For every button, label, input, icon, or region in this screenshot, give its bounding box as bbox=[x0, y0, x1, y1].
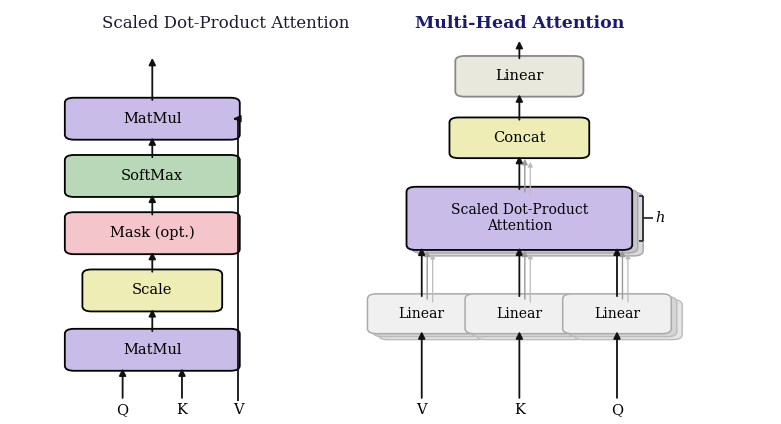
FancyBboxPatch shape bbox=[65, 98, 240, 140]
Text: Scaled Dot-Product
Attention: Scaled Dot-Product Attention bbox=[451, 203, 588, 234]
Text: Linear: Linear bbox=[495, 69, 544, 84]
FancyBboxPatch shape bbox=[65, 212, 240, 254]
FancyBboxPatch shape bbox=[562, 294, 671, 334]
Text: Q: Q bbox=[611, 403, 623, 417]
Text: Linear: Linear bbox=[496, 307, 543, 321]
Text: Mask (opt.): Mask (opt.) bbox=[110, 226, 194, 240]
FancyBboxPatch shape bbox=[379, 300, 487, 340]
Text: Scaled Dot-Product Attention: Scaled Dot-Product Attention bbox=[102, 15, 349, 32]
Text: K: K bbox=[177, 403, 187, 417]
FancyBboxPatch shape bbox=[368, 294, 476, 334]
FancyBboxPatch shape bbox=[450, 117, 589, 158]
Text: Linear: Linear bbox=[398, 307, 445, 321]
FancyBboxPatch shape bbox=[455, 56, 583, 97]
FancyBboxPatch shape bbox=[83, 270, 222, 311]
FancyBboxPatch shape bbox=[417, 192, 644, 256]
Text: Scale: Scale bbox=[132, 283, 173, 298]
Text: MatMul: MatMul bbox=[123, 343, 181, 357]
Text: Multi-Head Attention: Multi-Head Attention bbox=[415, 15, 624, 32]
Text: Linear: Linear bbox=[594, 307, 640, 321]
Text: V: V bbox=[416, 403, 427, 417]
Text: V: V bbox=[233, 403, 244, 417]
FancyBboxPatch shape bbox=[573, 300, 683, 340]
FancyBboxPatch shape bbox=[65, 329, 240, 371]
FancyBboxPatch shape bbox=[569, 297, 676, 337]
FancyBboxPatch shape bbox=[476, 300, 584, 340]
Text: SoftMax: SoftMax bbox=[121, 169, 184, 183]
Text: h: h bbox=[656, 211, 665, 226]
Text: Concat: Concat bbox=[493, 131, 546, 145]
Text: MatMul: MatMul bbox=[123, 112, 181, 126]
FancyBboxPatch shape bbox=[65, 155, 240, 197]
FancyBboxPatch shape bbox=[406, 187, 633, 250]
Text: K: K bbox=[514, 403, 525, 417]
FancyBboxPatch shape bbox=[412, 190, 637, 253]
FancyBboxPatch shape bbox=[465, 294, 573, 334]
FancyBboxPatch shape bbox=[470, 297, 580, 337]
Text: Q: Q bbox=[116, 403, 129, 417]
FancyBboxPatch shape bbox=[373, 297, 481, 337]
